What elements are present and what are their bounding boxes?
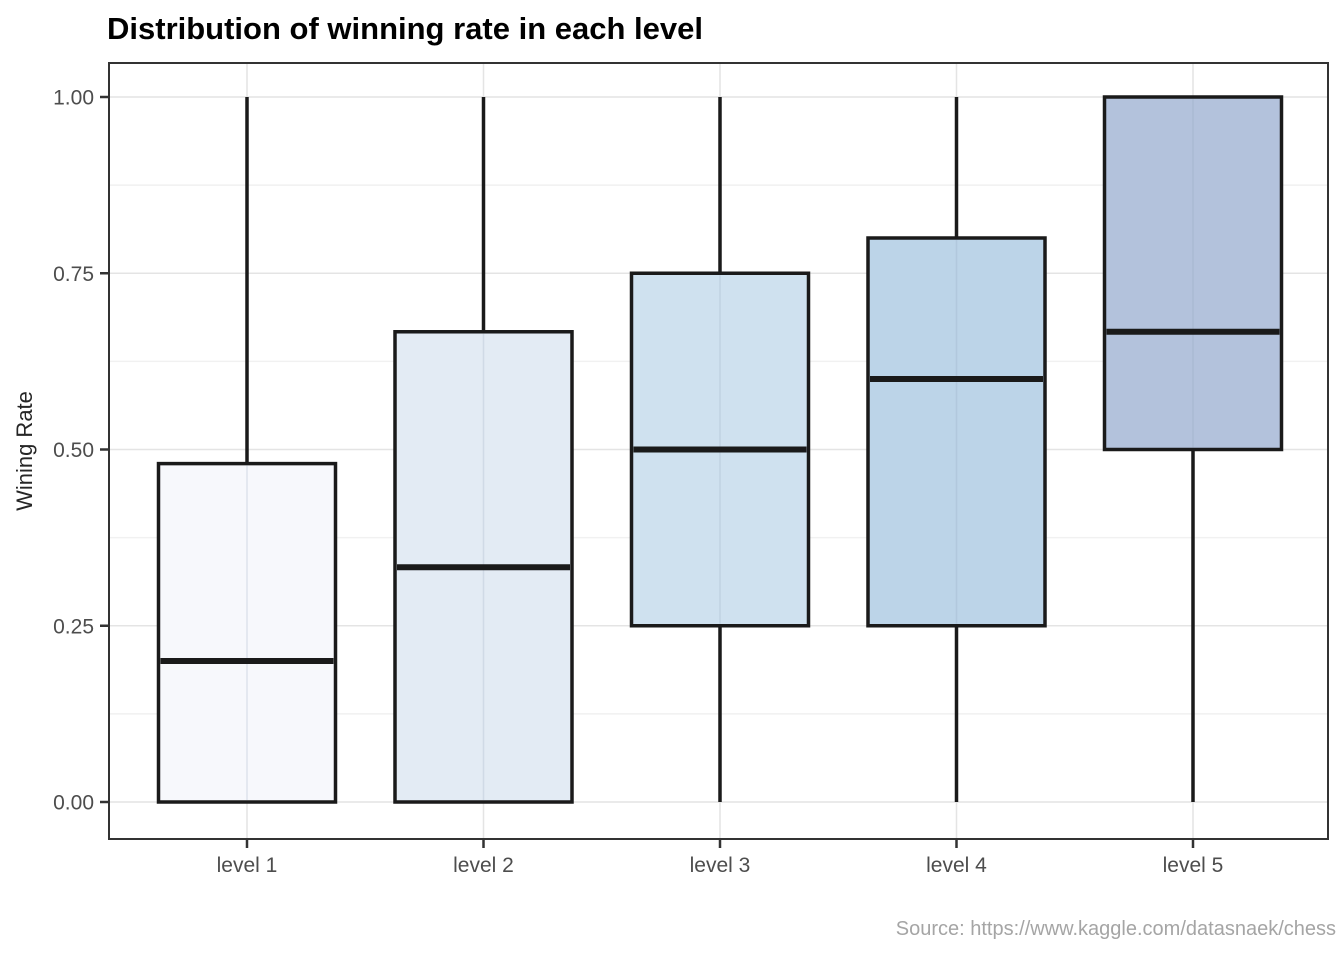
x-tick-label: level 2	[453, 854, 514, 877]
x-tick-label: level 3	[690, 854, 751, 877]
boxplot-level-5	[1102, 95, 1284, 802]
y-tick-label: 0.50	[53, 439, 94, 462]
chart-title: Distribution of winning rate in each lev…	[107, 11, 703, 46]
boxplot-level-3	[629, 97, 811, 802]
box	[156, 461, 338, 804]
panel-border	[108, 62, 1329, 840]
x-tick-label: level 5	[1163, 854, 1224, 877]
y-tick-label: 0.00	[53, 792, 94, 815]
y-tick-label: 0.25	[53, 615, 94, 638]
boxplot-level-1	[156, 97, 338, 804]
y-tick-label: 1.00	[53, 87, 94, 110]
box	[866, 236, 1047, 628]
boxplot-level-4	[866, 97, 1047, 802]
y-tick-label: 0.75	[53, 263, 94, 286]
x-tick-label: level 1	[217, 854, 278, 877]
box	[1102, 95, 1284, 452]
boxplot-level-2	[393, 97, 574, 804]
source-caption: Source: https://www.kaggle.com/datasnaek…	[895, 918, 1336, 940]
x-tick-label: level 4	[926, 854, 987, 877]
